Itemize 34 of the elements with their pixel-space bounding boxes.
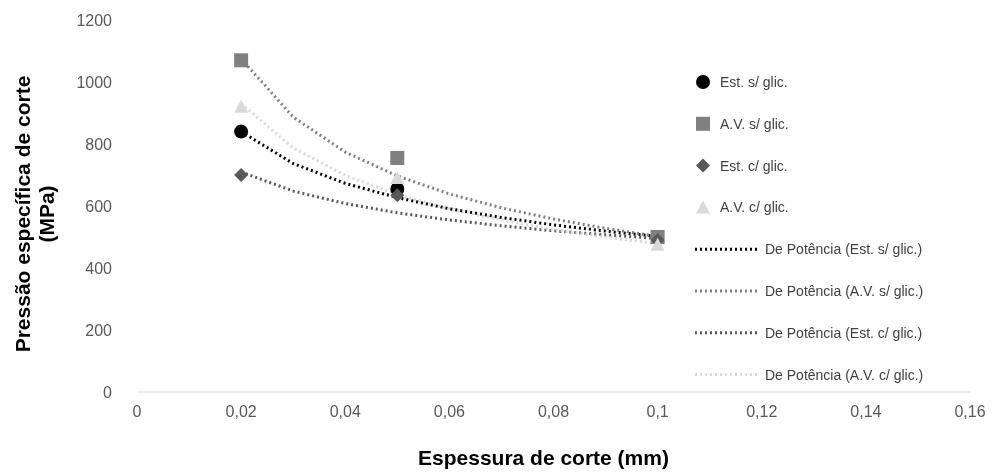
y-axis-title: Pressão específica de corte (MPa) <box>11 75 58 353</box>
x-tick-label: 0,02 <box>225 403 257 420</box>
point <box>390 188 405 203</box>
legend-label: De Potência (Est. c/ glic.) <box>765 324 923 341</box>
legend-label: A.V. s/ glic. <box>720 115 789 132</box>
legend-label: De Potência (A.V. s/ glic.) <box>765 283 924 299</box>
legend-label: De Potência (Est. s/ glic.) <box>765 241 923 258</box>
x-tick-label: 0,14 <box>850 403 882 420</box>
y-tick-label: 600 <box>85 198 113 215</box>
y-tick-label: 200 <box>85 322 113 339</box>
legend-label: De Potência (A.V. c/ glic.) <box>765 366 924 383</box>
x-tick-label: 0,08 <box>537 403 570 420</box>
point <box>234 168 249 182</box>
x-tick-label: 0,04 <box>329 403 361 420</box>
y-tick-label: 400 <box>85 260 113 277</box>
legend-label: A.V. c/ glic. <box>720 199 789 216</box>
x-tick-label: 0 <box>132 403 142 420</box>
point <box>234 99 249 113</box>
x-tick-label: 0,1 <box>646 403 669 420</box>
y-tick-label: 1200 <box>76 12 113 29</box>
x-tick-label: 0,12 <box>746 403 778 420</box>
point <box>234 124 249 139</box>
y-tick-label: 800 <box>85 136 113 153</box>
point <box>390 171 405 185</box>
legend-label: Est. c/ glic. <box>720 157 788 174</box>
legend-label: Est. s/ glic. <box>720 74 788 90</box>
y-tick-label: 0 <box>103 384 113 401</box>
x-axis-title: Espessura de corte (mm) <box>418 446 669 469</box>
x-tick-label: 0,06 <box>433 403 466 420</box>
point <box>390 150 405 165</box>
point <box>650 237 665 251</box>
point <box>234 53 249 68</box>
x-tick-label: 0,16 <box>954 403 986 420</box>
y-tick-label: 1000 <box>76 74 113 91</box>
